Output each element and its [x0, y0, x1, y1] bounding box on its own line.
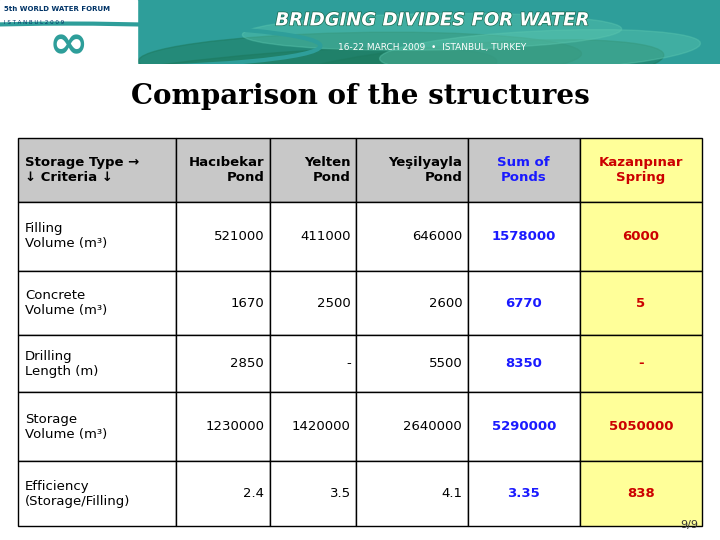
Bar [176, 138, 270, 202]
Text: 2640000: 2640000 [403, 420, 462, 434]
Text: 521000: 521000 [214, 230, 264, 243]
Text: 4.1: 4.1 [441, 487, 462, 500]
Bar [18, 138, 176, 202]
Text: Kazanpınar
Spring: Kazanpınar Spring [598, 156, 683, 184]
Text: 2850: 2850 [230, 357, 264, 370]
Bar [580, 202, 702, 271]
Bar [580, 271, 702, 335]
Bar [176, 335, 270, 393]
Ellipse shape [7, 48, 497, 118]
Bar [18, 202, 176, 271]
Text: -: - [638, 357, 644, 370]
Bar [176, 461, 270, 526]
Bar [468, 335, 580, 393]
Text: 1670: 1670 [230, 296, 264, 309]
Ellipse shape [379, 30, 701, 72]
Bar [18, 335, 176, 393]
Text: BRIDGING DIVIDES FOR WATER: BRIDGING DIVIDES FOR WATER [275, 11, 589, 29]
Bar [580, 393, 702, 461]
Text: 16-22 MARCH 2009  •  ISTANBUL, TURKEY: 16-22 MARCH 2009 • ISTANBUL, TURKEY [338, 43, 526, 52]
Text: 411000: 411000 [300, 230, 351, 243]
Bar [18, 271, 176, 335]
Text: 1578000: 1578000 [492, 230, 556, 243]
Text: 5290000: 5290000 [492, 420, 556, 434]
Text: 1230000: 1230000 [205, 420, 264, 434]
Bar [270, 393, 356, 461]
Text: 8350: 8350 [505, 357, 542, 370]
Bar [356, 461, 468, 526]
Bar [356, 393, 468, 461]
Text: 2600: 2600 [428, 296, 462, 309]
Text: 2500: 2500 [317, 296, 351, 309]
Bar [356, 138, 468, 202]
Bar [468, 202, 580, 271]
Bar [468, 393, 580, 461]
Text: 5500: 5500 [428, 357, 462, 370]
Text: ∞: ∞ [49, 23, 88, 69]
Bar [356, 271, 468, 335]
Bar [176, 202, 270, 271]
Text: Sum of
Ponds: Sum of Ponds [498, 156, 550, 184]
Bar [176, 393, 270, 461]
Text: 5: 5 [636, 296, 645, 309]
Text: Efficiency
(Storage/Filling): Efficiency (Storage/Filling) [25, 480, 130, 508]
Bar [0, 0, 137, 64]
Bar [580, 138, 702, 202]
Bar [270, 271, 356, 335]
Bar [468, 271, 580, 335]
Text: I S T A N B U L 2 0 0 9: I S T A N B U L 2 0 0 9 [4, 21, 64, 25]
Bar [580, 335, 702, 393]
Bar [270, 138, 356, 202]
Bar [270, 202, 356, 271]
Text: 2.4: 2.4 [243, 487, 264, 500]
Bar [580, 461, 702, 526]
Bar [356, 202, 468, 271]
Text: Hacıbekar
Pond: Hacıbekar Pond [189, 156, 264, 184]
Ellipse shape [272, 40, 664, 100]
Bar [356, 335, 468, 393]
Text: -: - [346, 357, 351, 370]
Text: Yelten
Pond: Yelten Pond [304, 156, 351, 184]
Text: 6000: 6000 [622, 230, 660, 243]
Text: 5th WORLD WATER FORUM: 5th WORLD WATER FORUM [4, 6, 109, 12]
Text: 3.35: 3.35 [508, 487, 540, 500]
Text: Storage
Volume (m³): Storage Volume (m³) [25, 413, 107, 441]
Bar [270, 461, 356, 526]
Text: 3.5: 3.5 [330, 487, 351, 500]
Bar [270, 335, 356, 393]
Text: Drilling
Length (m): Drilling Length (m) [25, 350, 99, 378]
Text: 646000: 646000 [412, 230, 462, 243]
Bar [18, 461, 176, 526]
Bar [18, 393, 176, 461]
Text: 5050000: 5050000 [608, 420, 673, 434]
Text: Yeşilyayla
Pond: Yeşilyayla Pond [388, 156, 462, 184]
Text: 9/9: 9/9 [680, 519, 698, 530]
Ellipse shape [243, 14, 621, 50]
Bar [468, 461, 580, 526]
Ellipse shape [138, 32, 582, 83]
Text: Concrete
Volume (m³): Concrete Volume (m³) [25, 289, 107, 317]
Text: 6770: 6770 [505, 296, 542, 309]
Text: Comparison of the structures: Comparison of the structures [130, 83, 590, 110]
Bar [176, 271, 270, 335]
Bar [468, 138, 580, 202]
Text: Storage Type →
↓ Criteria ↓: Storage Type → ↓ Criteria ↓ [25, 156, 140, 184]
Text: Filling
Volume (m³): Filling Volume (m³) [25, 222, 107, 251]
Text: 838: 838 [627, 487, 654, 500]
Text: 1420000: 1420000 [292, 420, 351, 434]
